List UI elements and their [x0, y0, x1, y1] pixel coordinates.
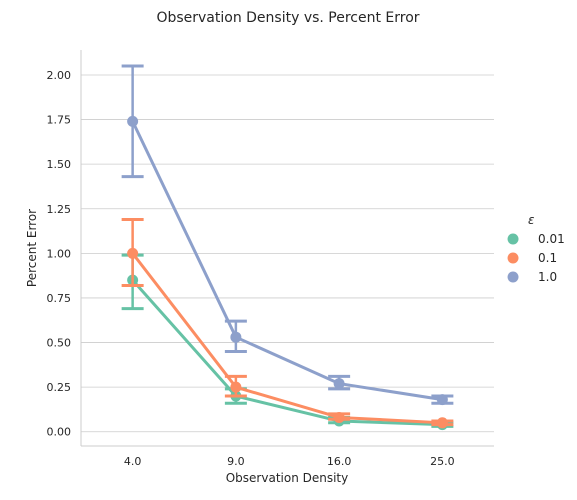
y-tick-label: 0.75 — [47, 292, 72, 305]
legend-label: 1.0 — [538, 270, 557, 284]
data-point — [127, 115, 139, 127]
series-0.01 — [121, 253, 454, 431]
legend-label: 0.01 — [538, 232, 565, 246]
y-tick-label: 0.25 — [47, 381, 72, 394]
x-tick-label: 16.0 — [327, 455, 352, 468]
y-tick-label: 2.00 — [47, 69, 72, 82]
series-0.1 — [121, 217, 454, 429]
x-tick-label: 25.0 — [430, 455, 455, 468]
legend-marker — [507, 271, 519, 283]
x-tick-label: 4.0 — [124, 455, 142, 468]
series-line — [131, 278, 444, 427]
data-point — [436, 417, 448, 429]
legend: ε 0.01 0.1 1.0 — [507, 213, 565, 284]
data-point — [127, 247, 139, 259]
y-tick-label: 0.00 — [47, 426, 72, 439]
y-tick-label: 1.50 — [47, 158, 72, 171]
series-line — [131, 251, 444, 425]
y-tick-label: 1.25 — [47, 203, 72, 216]
series-1.0 — [121, 64, 454, 406]
y-tick-label: 0.50 — [47, 337, 72, 350]
y-axis-label: Percent Error — [25, 209, 39, 287]
axes: 0.00 0.25 0.50 0.75 1.00 1.25 1.50 1.75 2.00 4.0 9… — [47, 50, 494, 468]
x-axis-label: Observation Density — [226, 471, 349, 485]
grid-lines — [81, 74, 494, 433]
series — [121, 64, 454, 431]
chart-title: Observation Density vs. Percent Error — [156, 10, 419, 26]
data-point — [333, 378, 345, 390]
legend-label: 0.1 — [538, 251, 557, 265]
legend-title: ε — [528, 213, 535, 227]
y-tick-label: 1.00 — [47, 247, 72, 260]
labels: Observation Density vs. Percent Error Ob… — [25, 10, 420, 485]
legend-marker — [507, 252, 519, 264]
x-tick-label: 9.0 — [227, 455, 245, 468]
y-tick-label: 1.75 — [47, 114, 72, 127]
data-point — [230, 331, 242, 343]
legend-marker — [507, 233, 519, 245]
series-line — [131, 119, 444, 402]
data-point — [436, 394, 448, 406]
data-point — [230, 381, 242, 393]
data-point — [333, 411, 345, 423]
